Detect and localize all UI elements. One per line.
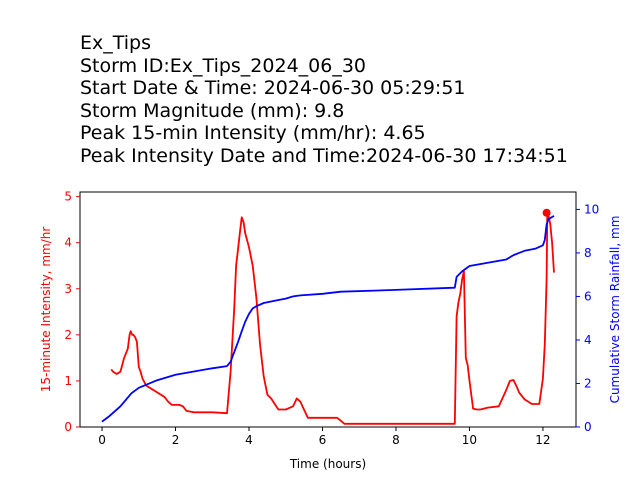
y-right-tick-label: 2 (584, 376, 592, 390)
y-right-tick-label: 8 (584, 246, 592, 260)
x-tick-label: 0 (98, 433, 106, 447)
title-line-name: Ex_Tips (80, 32, 152, 54)
y-right-tick-label: 4 (584, 333, 592, 347)
x-axis-label: Time (hours) (289, 457, 366, 471)
x-tick-label: 2 (172, 433, 180, 447)
title-line-magnitude: Storm Magnitude (mm): 9.8 (80, 99, 345, 122)
y-left-tick-label: 1 (64, 374, 72, 388)
y-right-tick-label: 6 (584, 289, 592, 303)
title-line-peak-time: Peak Intensity Date and Time:2024-06-30 … (80, 144, 568, 167)
title-line-peak-intensity: Peak 15-min Intensity (mm/hr): 4.65 (80, 122, 426, 144)
plot-area (101, 208, 555, 425)
y-left-tick-label: 4 (64, 236, 72, 250)
intensity-line (110, 211, 555, 425)
plot-frame (79, 191, 577, 428)
y-left-tick-label: 5 (64, 190, 72, 204)
y-right-tick-label: 0 (584, 420, 592, 434)
x-tick-label: 12 (535, 433, 550, 447)
y-left-tick-label: 2 (64, 328, 72, 342)
y-left-tick-label: 3 (64, 282, 72, 296)
y-left-tick-label: 0 (64, 420, 72, 434)
title-line-start-time: Start Date & Time: 2024-06-30 05:29:51 (80, 77, 466, 99)
peak-intensity-marker (542, 208, 551, 217)
x-tick-label: 4 (245, 433, 253, 447)
y-axis-left-label: 15-minute Intensity, mm/hr (39, 227, 53, 393)
x-tick-label: 10 (462, 433, 477, 447)
x-tick-label: 8 (392, 433, 400, 447)
y-right-tick-label: 10 (584, 202, 599, 216)
title-line-storm-id: Storm ID:Ex_Tips_2024_06_30 (80, 54, 367, 77)
chart-title: Ex_Tips Storm ID:Ex_Tips_2024_06_30 Star… (80, 32, 568, 167)
cumulative-line (101, 215, 555, 423)
y-axis-right-label: Cumulative Storm Rainfall, mm (608, 216, 622, 404)
x-tick-label: 6 (319, 433, 327, 447)
